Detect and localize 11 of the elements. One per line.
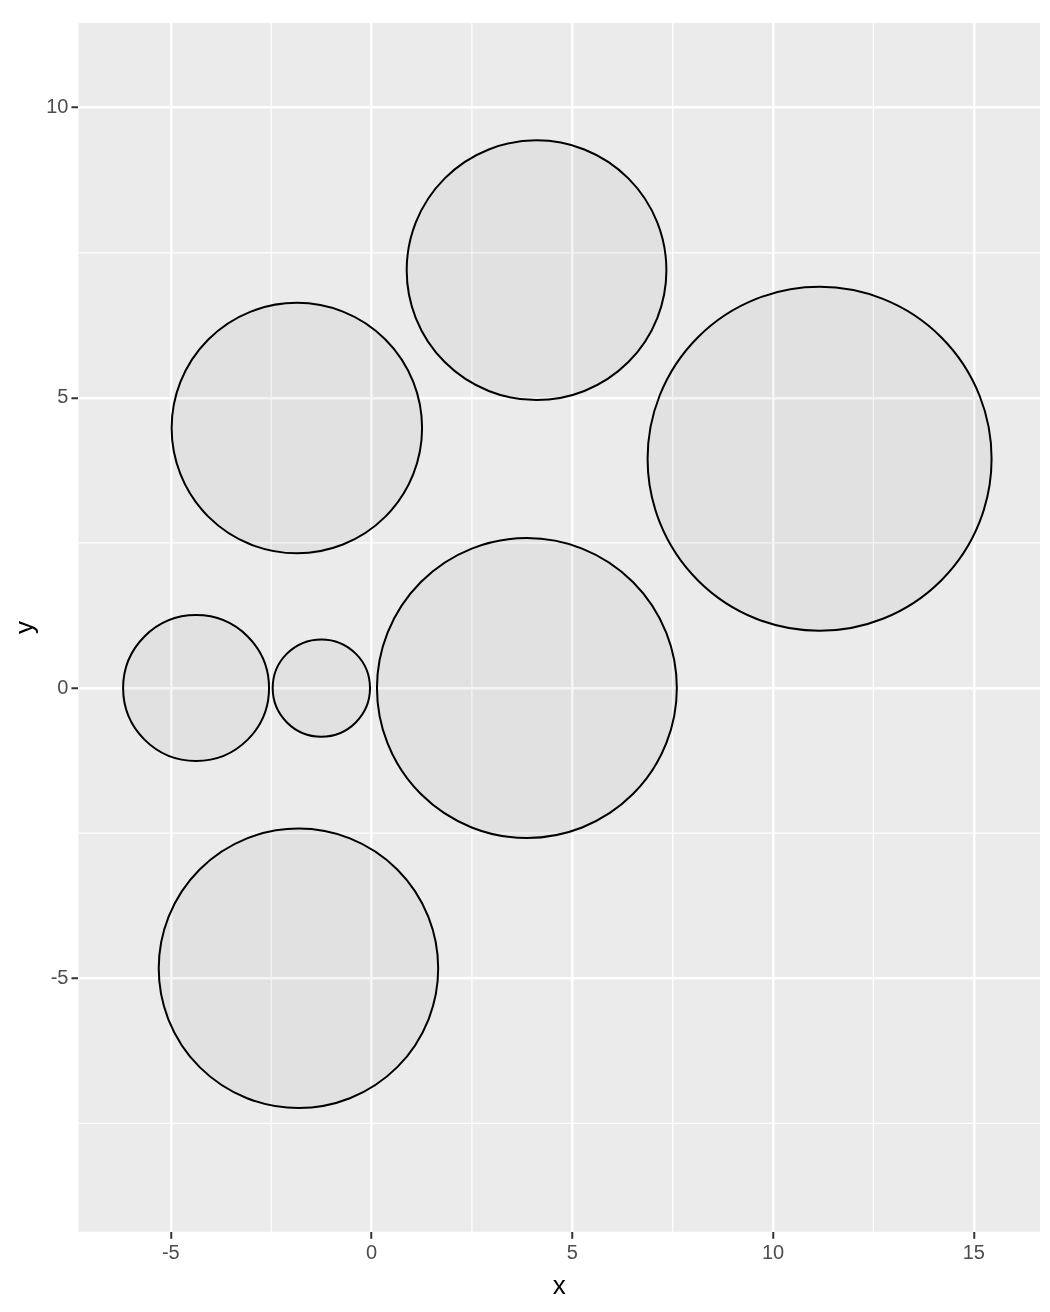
- x-tick-label: 15: [962, 1241, 985, 1264]
- y-axis-title: y: [8, 620, 39, 634]
- x-tick-label: -5: [161, 1241, 180, 1264]
- x-tick-label: 0: [365, 1241, 378, 1264]
- x-tick-label: 10: [761, 1241, 785, 1264]
- x-tick-label: 5: [566, 1241, 578, 1264]
- y-tick-label: 10: [46, 95, 69, 118]
- y-tick-label: -5: [50, 965, 69, 988]
- y-tick-label: 5: [57, 385, 69, 408]
- y-tick-label: 0: [57, 675, 69, 698]
- x-axis-title: x: [552, 1269, 566, 1300]
